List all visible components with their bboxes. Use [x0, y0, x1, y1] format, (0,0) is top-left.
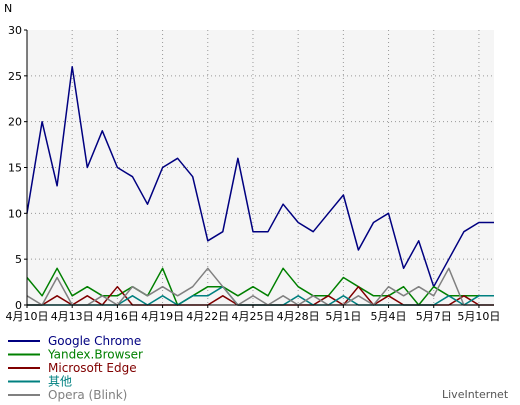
series-line-1 [26, 267, 494, 306]
series-line-4 [26, 267, 494, 306]
plot-area [27, 30, 494, 305]
legend-label: Yandex.Browser [47, 348, 143, 362]
x-tick-label: 4月25日 [231, 310, 274, 323]
legend-label: Microsoft Edge [48, 361, 137, 375]
x-tick-label: 4月19日 [141, 310, 184, 323]
y-tick-label: 10 [8, 207, 22, 220]
y-axis-label: N [4, 2, 12, 15]
x-tick-label: 5月1日 [325, 310, 361, 323]
series-line-0 [26, 65, 494, 288]
y-tick-label: 25 [8, 70, 22, 83]
y-tick-label: 30 [8, 24, 22, 37]
x-tick-label: 4月16日 [96, 310, 139, 323]
legend-label: Google Chrome [48, 334, 141, 348]
x-tick-label: 4月28日 [277, 310, 320, 323]
x-tick-label: 5月10日 [457, 310, 500, 323]
y-tick-label: 0 [15, 299, 22, 312]
brand-label: LiveInternet [442, 388, 509, 401]
x-tick-label: 4月10日 [6, 310, 49, 323]
y-tick-label: 5 [15, 253, 22, 266]
x-tick-label: 5月4日 [371, 310, 407, 323]
x-tick-label: 5月7日 [416, 310, 452, 323]
y-tick-label: 15 [8, 162, 22, 175]
x-tick-label: 4月22日 [186, 310, 229, 323]
legend-label: 其他 [48, 375, 72, 389]
legend-label: Opera (Blink) [48, 388, 127, 402]
y-tick-label: 20 [8, 116, 22, 129]
x-tick-label: 4月13日 [51, 310, 94, 323]
